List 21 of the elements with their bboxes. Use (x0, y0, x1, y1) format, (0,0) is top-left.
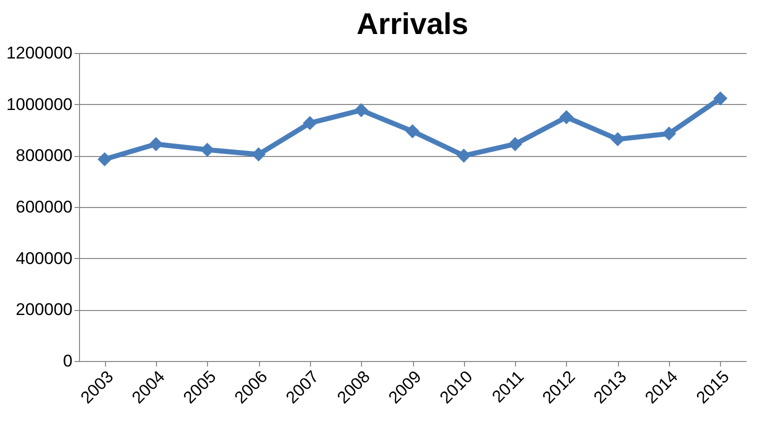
point (148, 137, 164, 152)
y-tick-label: 600000 (16, 198, 72, 216)
point (713, 91, 728, 106)
y-tick-label: 800000 (16, 146, 72, 166)
point (302, 116, 317, 130)
point (354, 103, 368, 118)
point (405, 124, 420, 138)
y-tick-label: 400000 (16, 248, 72, 268)
point (456, 148, 471, 163)
point (98, 152, 112, 166)
point (252, 147, 266, 162)
point (508, 137, 522, 152)
y-tick-label: 0 (63, 352, 72, 370)
y-tick-label: 200000 (16, 300, 72, 320)
point (559, 110, 574, 124)
point (662, 126, 676, 141)
point (610, 132, 625, 146)
y-tick-label: 1000000 (6, 94, 72, 114)
y-tick-label: 1200000 (6, 44, 72, 62)
point (200, 142, 214, 157)
chart-title: Arrivals (356, 8, 468, 41)
